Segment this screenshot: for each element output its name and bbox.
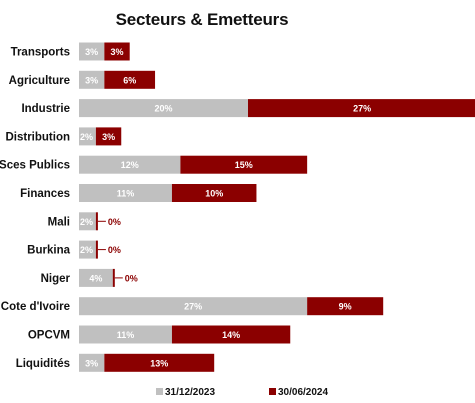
bar-segment-2024 (95, 240, 98, 259)
bar-segment-2024 (171, 325, 291, 344)
bar-segment-2024 (307, 297, 384, 316)
data-label-2023: 2% (80, 245, 93, 255)
bar-segment-2023 (79, 155, 181, 174)
bar-segment-2023 (79, 70, 105, 89)
category-label: Cote d'Ivoire (1, 301, 70, 313)
category-label: Finances (20, 188, 70, 200)
category-label: Liquidités (16, 358, 70, 370)
data-label-2024: 13% (150, 358, 168, 368)
legend-swatch (156, 388, 163, 395)
category-label: Industrie (21, 103, 70, 115)
legend-item-2023: 31/12/2023 (156, 387, 215, 398)
legend-item-2024: 30/06/2024 (269, 387, 328, 398)
bar-segment-2024 (104, 70, 156, 89)
data-label-2023: 11% (117, 330, 135, 340)
data-label-2023: 3% (85, 358, 98, 368)
bar-segment-2023 (79, 42, 105, 61)
data-label-2024: 15% (235, 160, 253, 170)
bar-segment-2024 (104, 353, 215, 372)
category-label: Burkina (27, 245, 70, 257)
chart-title: Secteurs & Emetteurs (115, 10, 289, 29)
category-label: Agriculture (9, 75, 70, 87)
data-label-2024: 3% (102, 132, 115, 142)
bar-segment-2024 (95, 127, 122, 146)
category-label: Sces Publics (0, 160, 70, 172)
bar-segment-2023 (79, 325, 172, 344)
data-label-2024: 9% (339, 302, 352, 312)
bar-segment-2023 (79, 212, 96, 231)
bar-segment-2024 (95, 212, 98, 231)
bar-segment-2023 (79, 127, 96, 146)
category-label: OPCVM (28, 330, 70, 342)
data-label-2024: 0% (125, 273, 138, 283)
data-label-2023: 2% (80, 217, 93, 227)
legend-label: 30/06/2024 (278, 387, 328, 398)
bar-segment-2024 (180, 155, 308, 174)
category-label: Transports (11, 47, 70, 59)
bar-segment-2024 (104, 42, 130, 61)
data-label-2024: 14% (222, 330, 240, 340)
data-label-2024: 10% (205, 189, 223, 199)
bar-segment-2023 (79, 268, 113, 287)
data-label-2023: 27% (184, 302, 202, 312)
data-label-2023: 20% (154, 104, 172, 114)
legend-swatch (269, 388, 276, 395)
bar-segment-2023 (79, 353, 105, 372)
data-label-2023: 2% (80, 132, 93, 142)
bar-segment-2024 (112, 268, 115, 287)
data-label-2024: 0% (108, 245, 121, 255)
category-label: Distribution (5, 131, 70, 143)
bar-segment-2023 (79, 297, 308, 316)
data-label-2024: 27% (353, 104, 371, 114)
data-label-2023: 3% (85, 75, 98, 85)
bar-segment-2024 (248, 99, 475, 118)
category-label: Mali (48, 216, 70, 228)
data-label-2023: 12% (121, 160, 139, 170)
category-label: Niger (41, 273, 71, 285)
data-label-2024: 6% (123, 75, 136, 85)
bar-segment-2024 (171, 184, 257, 202)
bar-segment-2023 (79, 184, 172, 202)
legend: 31/12/2023 30/06/2024 (156, 387, 328, 398)
legend-label: 31/12/2023 (165, 387, 215, 398)
data-label-2023: 3% (85, 47, 98, 57)
bar-segment-2023 (79, 240, 96, 259)
data-label-2023: 11% (117, 189, 135, 199)
data-label-2023: 4% (89, 273, 102, 283)
bar-segment-2023 (79, 99, 248, 118)
data-label-2024: 3% (111, 47, 124, 57)
data-label-2024: 0% (108, 217, 121, 227)
plot-area: Transports 3% 3% Agriculture 3% 6% Industrie 20… (0, 42, 475, 372)
